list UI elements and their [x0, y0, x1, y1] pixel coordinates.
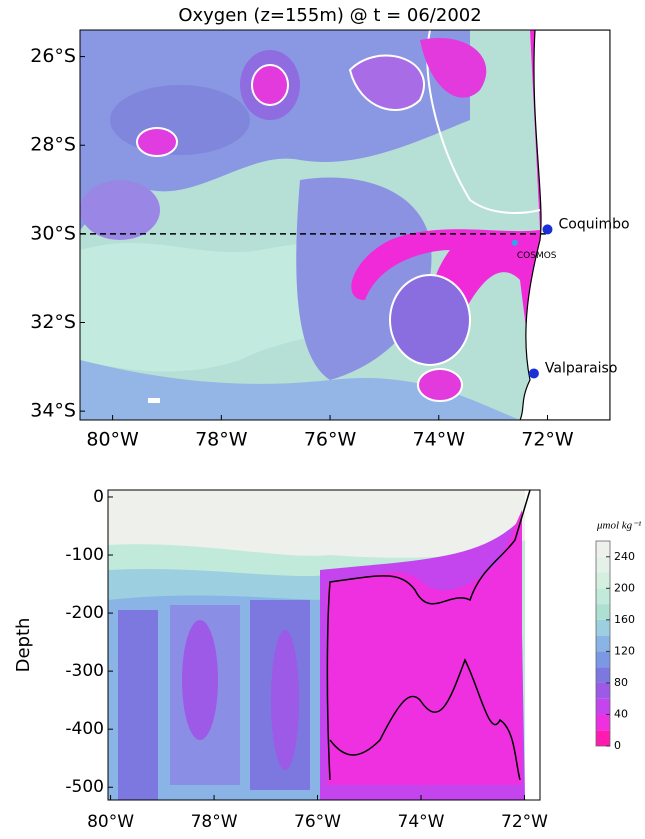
x-tick-label: 72°W	[501, 812, 548, 832]
colorbar-tick-label: 0	[614, 739, 621, 752]
y-tick-label: 28°S	[30, 134, 76, 156]
site-marker	[511, 239, 518, 246]
colorbar-band	[596, 698, 610, 715]
site-marker	[542, 224, 553, 235]
site-marker	[528, 368, 539, 379]
colorbar-frame	[595, 540, 611, 747]
colorbar-tick-label: 40	[614, 707, 628, 720]
x-tick-label: 74°W	[413, 429, 466, 451]
site-label: COSMOS	[517, 251, 557, 261]
colorbar-band	[596, 604, 610, 620]
x-tick-label: 76°W	[294, 812, 341, 832]
colorbar-tick-label: 240	[614, 550, 635, 563]
colorbar-band	[596, 667, 610, 683]
y-tick-label: -400	[65, 719, 104, 739]
x-tick-label: 80°W	[86, 429, 139, 451]
section-field	[108, 490, 540, 800]
colorbar-band	[596, 556, 610, 573]
colorbar-band	[596, 651, 610, 668]
colorbar-band	[596, 635, 610, 652]
colorbar-tick-label: 160	[614, 613, 635, 626]
site-label: Coquimbo	[558, 216, 629, 232]
y-axis-label: Depth	[13, 618, 34, 673]
colorbar-band	[596, 588, 610, 605]
y-tick-label: -500	[65, 777, 104, 797]
section-frame	[107, 489, 541, 801]
colorbar-label: μmol kg⁻¹	[596, 520, 641, 532]
colorbar-band	[596, 619, 610, 636]
y-tick-label: -100	[65, 545, 104, 565]
map-frame	[79, 29, 611, 421]
y-tick-label: -200	[65, 603, 104, 623]
y-tick-label: 32°S	[30, 311, 76, 333]
x-tick-label: 78°W	[195, 429, 248, 451]
colorbar-band	[596, 714, 610, 731]
colorbar-tick-label: 120	[614, 644, 635, 657]
x-tick-label: 74°W	[398, 812, 445, 832]
colorbar-tick-label: 200	[614, 581, 635, 594]
colorbar-tick-label: 80	[614, 676, 628, 689]
colorbar-band	[596, 730, 610, 746]
y-tick-label: 26°S	[30, 45, 76, 67]
colorbar-band	[596, 682, 610, 699]
y-tick-label: 0	[93, 487, 104, 507]
map-field	[80, 30, 610, 420]
x-tick-label: 78°W	[191, 812, 238, 832]
map-title: Oxygen (z=155m) @ t = 06/2002	[178, 5, 481, 26]
y-tick-label: 34°S	[30, 400, 76, 422]
colorbar-band	[596, 572, 610, 589]
x-tick-label: 76°W	[304, 429, 357, 451]
site-label: Valparaiso	[545, 360, 618, 376]
y-tick-label: -300	[65, 661, 104, 681]
y-tick-label: 30°S	[30, 222, 76, 244]
colorbar-band	[596, 541, 610, 557]
x-tick-label: 80°W	[87, 812, 134, 832]
x-tick-label: 72°W	[521, 429, 574, 451]
